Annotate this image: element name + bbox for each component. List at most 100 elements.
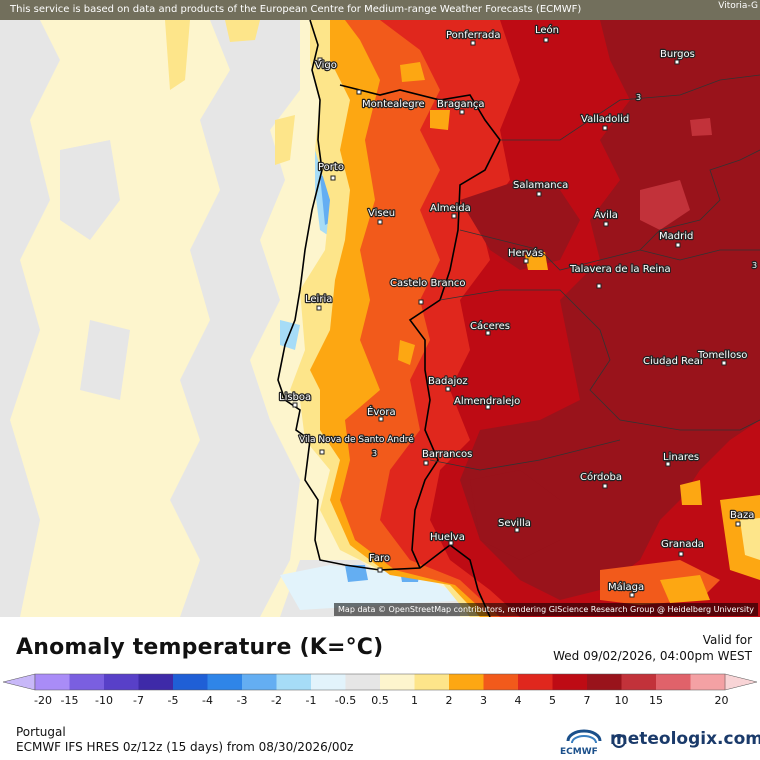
ocean-warm-patch — [165, 20, 190, 90]
city-dot — [674, 59, 680, 65]
city-hervas[interactable]: Hervás — [507, 246, 544, 260]
city-markers: Vigo Ponferrada León Burgos Montealegre … — [278, 23, 756, 598]
warm-patch — [680, 480, 702, 505]
ecmwf-logo-icon — [566, 729, 602, 744]
city-leon[interactable]: León — [534, 23, 560, 37]
city-dot — [470, 40, 476, 46]
city-faro[interactable]: Faro — [368, 552, 391, 565]
country-border — [339, 84, 501, 569]
region-border — [459, 229, 760, 271]
city-dot — [485, 330, 491, 336]
city-cordoba[interactable]: Córdoba — [579, 470, 623, 484]
colorbar-swatch — [104, 674, 139, 690]
colorbar-swatch — [587, 674, 622, 690]
colorbar-swatch — [656, 674, 691, 690]
colorbar-tick-label: -20 — [34, 694, 52, 707]
valid-datetime: Wed 09/02/2026, 04:00pm WEST — [553, 649, 752, 663]
colorbar-tick-label: 2 — [446, 694, 453, 707]
city-baza[interactable]: Baza — [729, 509, 756, 522]
city-castelo-branco[interactable]: Castelo Branco — [389, 277, 467, 290]
city-sevilla[interactable]: Sevilla — [497, 517, 532, 530]
colorbar-tick-label: 3 — [480, 694, 487, 707]
colorbar-swatch — [449, 674, 484, 690]
colorbar-tick-label: 1 — [411, 694, 418, 707]
city-porto[interactable]: Porto — [317, 161, 345, 174]
colorbar-swatch — [242, 674, 277, 690]
city-leiria[interactable]: Leiria — [304, 293, 334, 306]
colorbar-swatch — [35, 674, 70, 690]
city-caceres[interactable]: Cáceres — [469, 319, 511, 333]
colorbar-tick-label: 7 — [584, 694, 591, 707]
city-dot — [543, 37, 549, 43]
city-talavera[interactable]: Talavera de la Reina — [568, 263, 672, 276]
city-dot — [603, 221, 609, 227]
colorbar-swatch — [173, 674, 208, 690]
city-malaga[interactable]: Málaga — [607, 580, 646, 594]
city-avila[interactable]: Ávila — [593, 207, 619, 222]
contour-label: 3 — [372, 449, 377, 458]
city-dot — [514, 527, 520, 533]
city-madrid[interactable]: Madrid — [658, 230, 695, 243]
colorbar-tick-label: -1 — [306, 694, 317, 707]
colorbar-tick-label: -4 — [202, 694, 213, 707]
city-braganca[interactable]: Bragança — [436, 98, 486, 111]
city-evora[interactable]: Évora — [366, 404, 397, 419]
colorbar-tick-label: -10 — [95, 694, 113, 707]
city-dot — [448, 540, 454, 546]
city-viseu[interactable]: Viseu — [367, 207, 397, 220]
colorbar-left-arrow — [2, 673, 36, 691]
city-dot — [377, 219, 383, 225]
city-dot — [319, 449, 325, 455]
warm-patch — [525, 252, 548, 270]
colorbar-tick-label: 5 — [549, 694, 556, 707]
city-ponferrada[interactable]: Ponferrada — [445, 29, 502, 42]
corner-city-label: Vitoria-G — [718, 1, 758, 11]
colorbar-swatch — [138, 674, 174, 690]
city-badajoz[interactable]: Badajoz — [427, 375, 469, 388]
legend-panel: Anomaly temperature (K=°C) Valid for Wed… — [0, 617, 760, 760]
city-ciudad-real[interactable]: Ciudad Real — [642, 355, 704, 368]
city-tomelloso[interactable]: Tomelloso — [696, 349, 749, 362]
anomaly-map: 3 3 3 Vigo Ponferrada León Burgos Montea… — [0, 0, 760, 618]
colorbar-tick-label: 10 — [615, 694, 629, 707]
colorbar-swatch — [69, 674, 105, 690]
colorbar-swatch — [345, 674, 381, 690]
city-vigo[interactable]: Vigo — [314, 59, 338, 72]
city-dot — [423, 460, 429, 466]
city-barrancos[interactable]: Barrancos — [421, 448, 474, 461]
city-huelva[interactable]: Huelva — [429, 531, 466, 544]
city-montealegre[interactable]: Montealegre — [361, 98, 426, 111]
coastal-cool-patch — [345, 565, 368, 582]
coastline — [277, 19, 491, 618]
colorbar-tick-label: 4 — [515, 694, 522, 707]
ocean-grey-patch — [170, 20, 300, 617]
city-dot — [459, 109, 465, 115]
colorbar: -20 -15 -10 -7 -5 -4 -3 -2 -1 -0.5 0.5 1 2 3 4 5 7 10 15 20 — [2, 673, 758, 707]
city-almeida[interactable]: Almeida — [429, 202, 472, 215]
colorbar-tick-label: -2 — [271, 694, 282, 707]
meteologix-brand[interactable]: meteologix.com — [610, 729, 760, 749]
city-dot — [536, 191, 542, 197]
city-burgos[interactable]: Burgos — [659, 48, 696, 61]
city-dot — [596, 283, 602, 289]
colorbar-tick-label: -0.5 — [335, 694, 356, 707]
city-almendralejo[interactable]: Almendralejo — [453, 395, 522, 408]
valid-for-label: Valid for — [702, 633, 752, 647]
colorbar-tick-label: 15 — [649, 694, 663, 707]
city-valladolid[interactable]: Valladolid — [580, 113, 631, 126]
city-granada[interactable]: Granada — [660, 538, 705, 551]
city-lisboa[interactable]: Lisboa — [278, 391, 313, 404]
city-dot — [330, 175, 336, 181]
map-data-attribution[interactable]: Map data © OpenStreetMap contributors, r… — [334, 603, 758, 616]
city-dot — [665, 361, 671, 367]
city-dot — [602, 483, 608, 489]
city-salamanca[interactable]: Salamanca — [512, 179, 570, 192]
ocean-warm-patch — [275, 115, 295, 165]
city-linares[interactable]: Linares — [662, 451, 700, 464]
colorbar-tick-label: 0.5 — [371, 694, 389, 707]
ecmwf-label: ECMWF — [560, 747, 598, 757]
meteologix-logo-icon — [612, 734, 626, 748]
city-vila-nova[interactable]: Vila Nova de Santo André — [298, 433, 416, 446]
city-dot — [665, 461, 671, 467]
colorbar-tick-label: -7 — [133, 694, 144, 707]
